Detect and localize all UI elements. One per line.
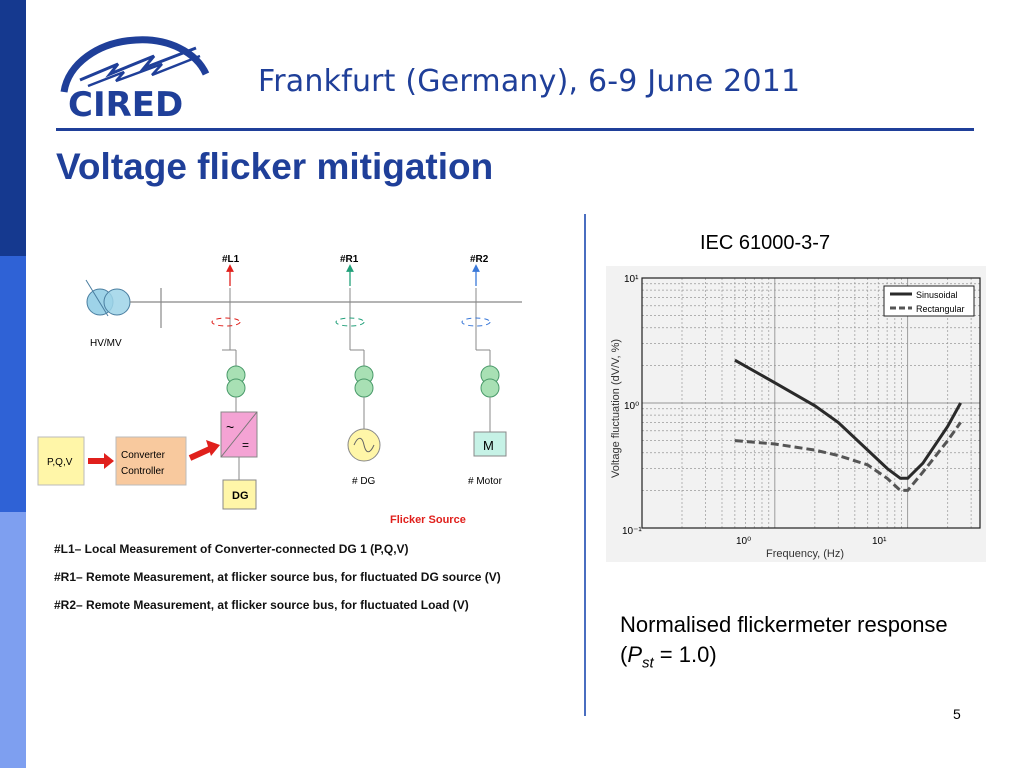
page-title: Voltage flicker mitigation xyxy=(56,146,494,187)
conference-header: Frankfurt (Germany), 6-9 June 2011 xyxy=(258,64,801,99)
logo-text: CIRED xyxy=(68,85,183,124)
y-tick-label: 10⁰ xyxy=(624,401,639,412)
dg-box-label: DG xyxy=(232,490,249,502)
page-number: 5 xyxy=(953,706,961,722)
chart-caption: Normalised flickermeter response (Pst = … xyxy=(620,610,948,678)
transformer-label: HV/MV xyxy=(90,338,122,349)
pqv-box: P,Q,V xyxy=(37,436,85,486)
motor-icon: M xyxy=(473,431,507,457)
side-stripe-middle xyxy=(0,256,26,512)
caption-p: P xyxy=(627,642,643,667)
note-l1: #L1– Local Measurement of Converter-conn… xyxy=(54,542,409,556)
meas-label-r1: #R1 xyxy=(340,254,359,265)
series-line-rectangular xyxy=(734,421,962,492)
circuit-diagram: #L1 #R1 #R2 HV/MV xyxy=(30,240,580,540)
inverter-dc-symbol: = xyxy=(242,438,249,452)
dg-source-icon xyxy=(347,428,381,462)
caption-line-2: (Pst = 1.0) xyxy=(620,640,948,678)
note-r2: #R2– Remote Measurement, at flicker sour… xyxy=(54,598,469,612)
legend-label-sinusoidal: Sinusoidal xyxy=(916,290,958,300)
inverter-box: ~ = xyxy=(220,411,258,458)
y-tick-label: 10⁻¹ xyxy=(622,526,642,537)
pqv-label: P,Q,V xyxy=(47,457,73,468)
converter-controller-box: Converter Controller xyxy=(115,436,187,486)
y-axis-label: Voltage fluctuation (dV/V, %) xyxy=(610,339,622,478)
caption-open-paren: ( xyxy=(620,642,628,667)
header-rule xyxy=(56,128,974,131)
feeder-r1 xyxy=(335,264,374,430)
standard-label: IEC 61000-3-7 xyxy=(700,232,831,254)
meas-label-l1: #L1 xyxy=(222,254,240,265)
y-tick-label: 10¹ xyxy=(624,274,639,285)
meas-label-r2: #R2 xyxy=(470,254,489,265)
caption-rest: = 1.0) xyxy=(653,642,717,667)
chart-legend: Sinusoidal Rectangular xyxy=(883,285,975,317)
series-line-sinusoidal xyxy=(734,358,962,480)
flicker-chart: 10¹ 10⁰ 10⁻¹ 10⁰ 10¹ Frequency, (Hz) Vol… xyxy=(606,266,986,562)
inverter-ac-symbol: ~ xyxy=(226,419,234,435)
x-axis-label: Frequency, (Hz) xyxy=(766,548,844,560)
side-stripe-top xyxy=(0,0,26,256)
motor-symbol: M xyxy=(483,438,494,453)
cired-logo: CIRED xyxy=(58,34,218,125)
arrow-controller-head xyxy=(206,440,220,456)
arrow-controller-to-inverter xyxy=(188,445,214,461)
arrow-pqv-head xyxy=(104,453,114,469)
controller-label-1: Converter xyxy=(121,450,166,461)
caption-line-1: Normalised flickermeter response xyxy=(620,612,948,637)
controller-label-2: Controller xyxy=(121,466,165,477)
dg-caption: # DG xyxy=(352,476,376,487)
motor-caption: # Motor xyxy=(468,476,503,487)
hv-mv-transformer xyxy=(85,279,131,317)
plot-frame xyxy=(641,277,981,529)
caption-subscript: st xyxy=(642,654,654,672)
column-divider xyxy=(584,214,586,716)
dg-box: DG xyxy=(222,479,257,510)
x-tick-label: 10⁰ xyxy=(736,536,751,547)
feeder-r2 xyxy=(461,264,500,432)
legend-label-rectangular: Rectangular xyxy=(916,304,965,314)
side-stripe-bottom xyxy=(0,512,26,768)
feeder-l1 xyxy=(211,264,246,412)
flicker-source-label: Flicker Source xyxy=(390,514,466,526)
x-tick-label: 10¹ xyxy=(872,536,887,547)
note-r1: #R1– Remote Measurement, at flicker sour… xyxy=(54,570,501,584)
